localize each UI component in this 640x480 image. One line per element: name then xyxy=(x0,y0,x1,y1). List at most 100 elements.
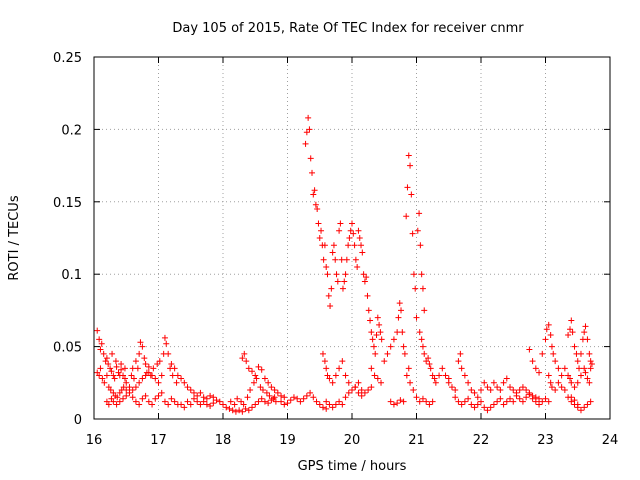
data-point xyxy=(571,343,578,350)
data-point xyxy=(142,392,149,399)
data-point xyxy=(358,387,365,394)
data-point xyxy=(351,242,358,249)
data-point xyxy=(497,387,504,394)
data-point xyxy=(574,358,581,365)
data-point xyxy=(257,384,264,391)
data-point xyxy=(105,401,112,408)
data-point xyxy=(139,375,146,382)
data-point xyxy=(372,350,379,357)
data-point xyxy=(421,307,428,314)
data-point xyxy=(110,398,117,405)
data-point xyxy=(581,365,588,372)
data-point xyxy=(394,329,401,336)
data-point xyxy=(419,343,426,350)
data-point xyxy=(210,394,217,401)
data-point xyxy=(465,379,472,386)
data-point xyxy=(365,307,372,314)
data-point xyxy=(321,242,328,249)
data-point xyxy=(347,227,354,234)
data-point xyxy=(374,314,381,321)
data-point xyxy=(403,213,410,220)
data-point xyxy=(232,408,239,415)
data-point xyxy=(461,372,468,379)
data-point xyxy=(174,372,181,379)
x-tick-label: 24 xyxy=(602,433,619,448)
data-point xyxy=(210,400,217,407)
data-point xyxy=(136,350,143,357)
data-point xyxy=(203,395,210,402)
data-point xyxy=(471,404,478,411)
data-point xyxy=(390,336,397,343)
data-point xyxy=(452,394,459,401)
data-point xyxy=(128,372,135,379)
data-point xyxy=(412,285,419,292)
data-point xyxy=(316,401,323,408)
data-point xyxy=(326,375,333,382)
data-point xyxy=(197,401,204,408)
data-point xyxy=(536,401,543,408)
data-point xyxy=(342,372,349,379)
data-point xyxy=(255,398,262,405)
data-point xyxy=(373,332,380,339)
data-point xyxy=(270,395,277,402)
data-point xyxy=(355,227,362,234)
data-point xyxy=(507,395,514,402)
data-point xyxy=(244,394,251,401)
data-point xyxy=(465,395,472,402)
data-point xyxy=(413,314,420,321)
data-point xyxy=(342,271,349,278)
data-point xyxy=(220,401,226,408)
data-point xyxy=(516,395,523,402)
data-point xyxy=(414,227,421,234)
data-point xyxy=(229,407,236,414)
data-point xyxy=(586,379,593,386)
data-point xyxy=(345,379,352,386)
data-point xyxy=(336,398,343,405)
data-point xyxy=(339,358,346,365)
data-point xyxy=(173,379,180,386)
data-point xyxy=(310,394,317,401)
data-point xyxy=(112,358,119,365)
data-point xyxy=(474,394,481,401)
data-point xyxy=(584,375,591,382)
data-point xyxy=(581,329,588,336)
data-point xyxy=(478,387,484,394)
data-point xyxy=(320,256,327,263)
data-point xyxy=(121,375,128,382)
data-point xyxy=(241,350,248,357)
data-point xyxy=(329,404,336,411)
data-point xyxy=(407,162,414,169)
data-point xyxy=(400,343,407,350)
data-point xyxy=(405,152,412,159)
data-point xyxy=(339,401,346,408)
data-point xyxy=(571,384,578,391)
data-point xyxy=(238,398,245,405)
data-point xyxy=(187,387,194,394)
data-point xyxy=(346,235,353,241)
data-point xyxy=(129,394,136,401)
data-point xyxy=(278,392,285,399)
data-point xyxy=(161,334,168,341)
data-point xyxy=(481,404,488,411)
data-point xyxy=(426,401,433,408)
data-point xyxy=(327,303,334,310)
data-point xyxy=(149,401,156,408)
data-point xyxy=(503,398,510,405)
data-point xyxy=(190,389,197,396)
data-point xyxy=(378,379,385,386)
data-point xyxy=(152,375,159,382)
data-point xyxy=(311,187,318,194)
data-point xyxy=(306,126,313,133)
data-point xyxy=(194,398,201,405)
data-point xyxy=(249,368,256,375)
data-point xyxy=(370,343,377,350)
data-point xyxy=(126,389,133,396)
y-tick-label: 0.15 xyxy=(53,196,82,211)
data-point xyxy=(103,355,110,362)
data-point xyxy=(154,360,161,367)
data-point xyxy=(405,365,412,372)
data-point xyxy=(409,230,416,237)
data-point xyxy=(354,263,361,270)
data-point xyxy=(240,401,247,408)
data-point xyxy=(568,394,575,401)
